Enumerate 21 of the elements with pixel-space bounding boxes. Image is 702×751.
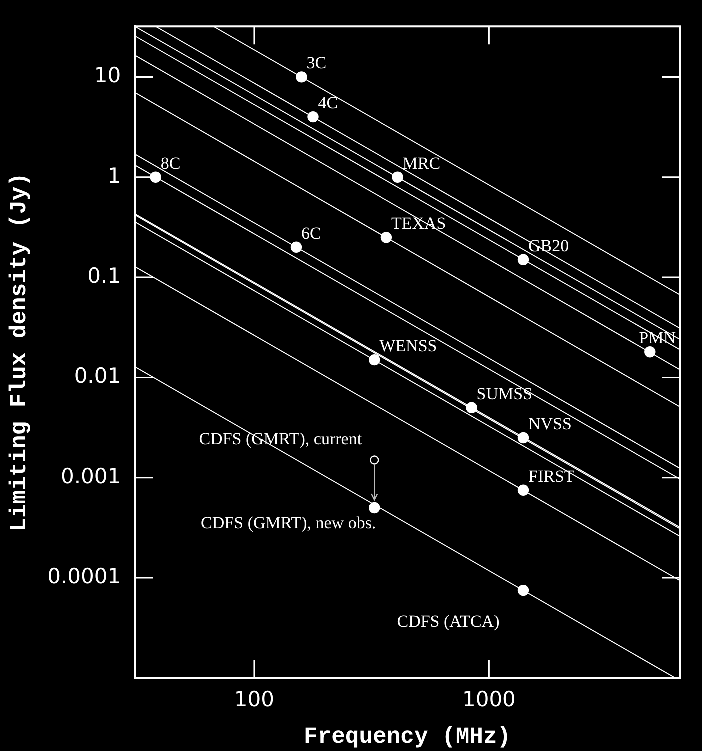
annotation: CDFS (ATCA) xyxy=(397,612,500,632)
annotation: 4C xyxy=(318,94,338,113)
x-tick-label: 100 xyxy=(234,687,275,712)
y-tick-label: 0.0001 xyxy=(48,564,122,588)
annotation: 6C xyxy=(301,224,322,243)
annotation: 8C xyxy=(160,154,181,173)
annotation: SUMSS xyxy=(476,384,533,404)
y-tick-label: 0.01 xyxy=(74,364,122,388)
annotation: 3C xyxy=(306,54,327,73)
y-tick-label: 0.001 xyxy=(60,464,122,488)
annotation: FIRST xyxy=(528,466,576,486)
annotation: MRC xyxy=(402,154,441,173)
annotation: CDFS (GMRT), new obs. xyxy=(201,513,376,532)
x-tick-label: 1000 xyxy=(462,687,516,712)
y-tick-label: 0.1 xyxy=(88,264,122,288)
x-axis-title: Frequency (MHz) xyxy=(304,724,512,750)
y-tick-label: 10 xyxy=(94,64,122,88)
annotation: NVSS xyxy=(528,414,572,434)
y-tick-label: 1 xyxy=(108,164,122,188)
y-axis-title: Limiting Flux density (Jy) xyxy=(6,172,33,532)
annotation: WENSS xyxy=(380,336,438,356)
